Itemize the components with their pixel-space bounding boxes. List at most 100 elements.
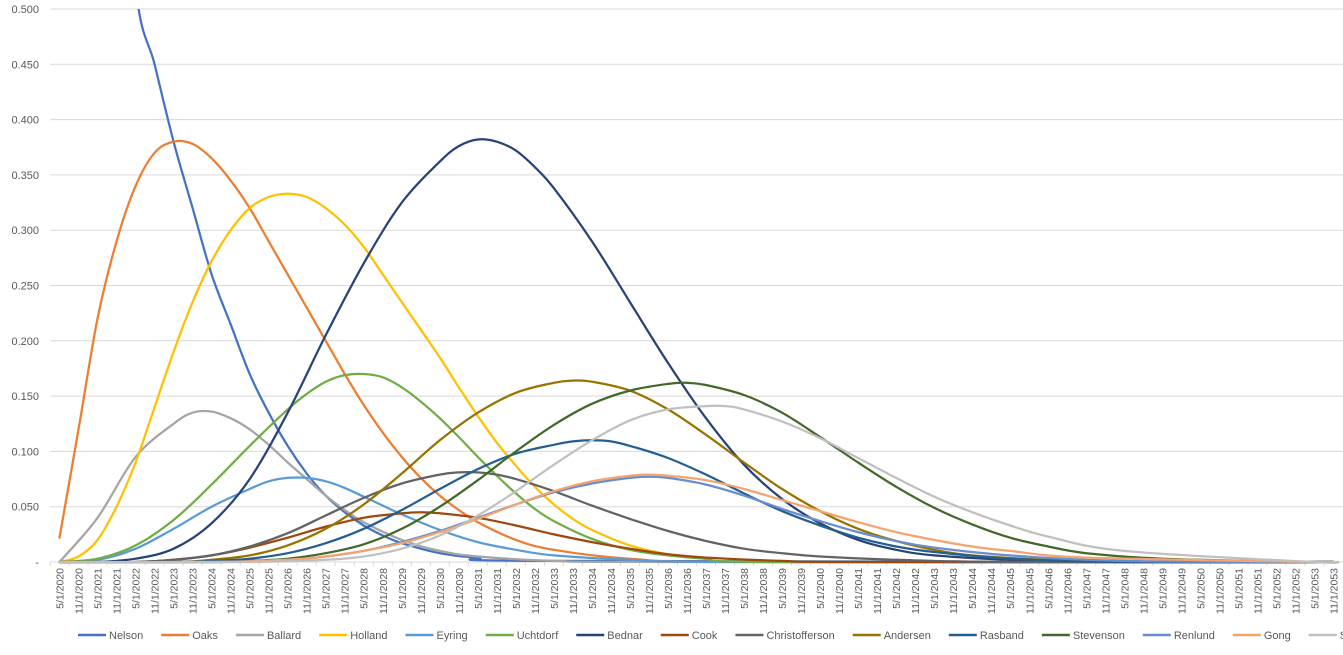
series-line-holland — [58, 192, 1335, 564]
series-line-soares — [58, 404, 1337, 564]
y-tick-label: 0.150 — [11, 391, 39, 403]
x-tick-label: 11/1/2052 — [1290, 568, 1302, 614]
x-tick-label: 11/1/2046 — [1062, 568, 1074, 614]
x-tick-label: 11/1/2044 — [986, 568, 998, 614]
x-tick-label: 11/1/2021 — [112, 568, 124, 614]
x-tick-label: 5/1/2020 — [55, 568, 67, 609]
x-tick-label: 5/1/2042 — [891, 568, 903, 609]
x-tick-label: 11/1/2050 — [1214, 568, 1226, 614]
series-line-eyring — [58, 476, 1335, 564]
x-tick-label: 11/1/2042 — [910, 568, 922, 614]
x-tick-label: 11/1/2034 — [606, 568, 618, 614]
x-tick-label: 5/1/2037 — [701, 568, 713, 609]
legend-item-eyring: Eyring — [405, 630, 468, 642]
y-tick-label: 0.100 — [11, 446, 39, 458]
series-line-ballard — [58, 409, 1335, 564]
x-tick-label: 11/1/2033 — [568, 568, 580, 614]
legend-item-holland: Holland — [319, 630, 388, 642]
x-tick-label: 5/1/2048 — [1119, 568, 1131, 609]
x-tick-label: 5/1/2030 — [435, 568, 447, 609]
series-line-rasband — [58, 439, 1335, 564]
x-tick-label: 11/1/2020 — [74, 568, 86, 614]
x-tick-label: 5/1/2053 — [1309, 568, 1321, 609]
y-tick-label: 0.450 — [11, 59, 39, 71]
y-tick-label: 0.500 — [11, 4, 39, 16]
x-tick-label: 11/1/2030 — [454, 568, 466, 614]
x-tick-label: 11/1/2022 — [150, 568, 162, 614]
x-tick-label: 11/1/2039 — [796, 568, 808, 614]
x-tick-label: 11/1/2028 — [378, 568, 390, 614]
x-tick-label: 11/1/2026 — [302, 568, 314, 614]
x-tick-label: 11/1/2037 — [720, 568, 732, 614]
x-tick-label: 11/1/2047 — [1100, 568, 1112, 614]
x-tick-label: 11/1/2041 — [872, 568, 884, 614]
x-tick-label: 5/1/2052 — [1271, 568, 1283, 609]
x-tick-label: 5/1/2029 — [397, 568, 409, 609]
y-tick-label: 0.300 — [11, 225, 39, 237]
y-tick-label: 0.050 — [11, 502, 39, 514]
x-tick-label: 5/1/2040 — [815, 568, 827, 609]
x-tick-label: 11/1/2045 — [1024, 568, 1036, 614]
x-tick-label: 11/1/2053 — [1328, 568, 1340, 614]
legend-item-andersen: Andersen — [852, 630, 931, 642]
y-tick-label: 0.350 — [11, 170, 39, 182]
x-tick-label: 11/1/2048 — [1138, 568, 1150, 614]
legend-label: Nelson — [109, 630, 143, 642]
x-tick-label: 5/1/2046 — [1043, 568, 1055, 609]
x-tick-label: 11/1/2029 — [416, 568, 428, 614]
x-tick-label: 5/1/2028 — [359, 568, 371, 609]
legend-label: Rasband — [980, 630, 1024, 642]
x-tick-label: 5/1/2021 — [93, 568, 105, 609]
x-tick-label: 11/1/2032 — [530, 568, 542, 614]
gridlines — [50, 8, 1343, 508]
x-tick-label: 5/1/2026 — [283, 568, 295, 609]
legend-item-cook: Cook — [660, 630, 718, 642]
y-axis-ticks: - 0.050 0.100 0.150 0.200 0.250 0.300 0.350 0.40… — [11, 4, 39, 569]
x-tick-label: 11/1/2043 — [948, 568, 960, 614]
legend-label: Soares — [1340, 630, 1343, 642]
x-tick-label: 11/1/2040 — [834, 568, 846, 614]
x-tick-label: 5/1/2025 — [245, 568, 257, 609]
x-tick-label: 5/1/2034 — [587, 568, 599, 609]
x-tick-label: 11/1/2036 — [682, 568, 694, 614]
x-tick-label: 5/1/2051 — [1233, 568, 1245, 609]
legend-item-soares: Soares — [1308, 630, 1343, 642]
x-tick-label: 5/1/2041 — [853, 568, 865, 609]
x-tick-label: 11/1/2031 — [492, 568, 504, 614]
x-tick-label: 11/1/2024 — [226, 568, 238, 614]
legend-item-renlund: Renlund — [1142, 630, 1215, 642]
legend-label: Ballard — [267, 630, 301, 642]
legend-label: Renlund — [1174, 630, 1215, 642]
series-line-nelson — [137, 9, 1335, 564]
series-line-gong — [58, 473, 1340, 564]
x-tick-label: 11/1/2051 — [1252, 568, 1264, 614]
legend-label: Eyring — [437, 630, 468, 642]
legend-item-bednar: Bednar — [576, 630, 643, 642]
x-tick-label: 5/1/2039 — [777, 568, 789, 609]
y-tick-label: 0.400 — [11, 115, 39, 127]
x-tick-label: 11/1/2035 — [644, 568, 656, 614]
x-tick-label: 5/1/2050 — [1195, 568, 1207, 609]
x-tick-label: 11/1/2025 — [264, 568, 276, 614]
x-tick-label: 5/1/2031 — [473, 568, 485, 609]
x-tick-label: 5/1/2032 — [511, 568, 523, 609]
legend-item-gong: Gong — [1232, 630, 1291, 642]
x-tick-label: 5/1/2027 — [321, 568, 333, 609]
legend-label: Oaks — [192, 630, 218, 642]
legend: Nelson Oaks Ballard Holland Eyring Uchtdorf Be… — [78, 630, 1343, 642]
legend-item-ballard: Ballard — [235, 630, 301, 642]
legend-label: Bednar — [607, 630, 643, 642]
x-tick-label: 5/1/2045 — [1005, 568, 1017, 609]
y-tick-label: 0.250 — [11, 281, 39, 293]
x-tick-label: 11/1/2027 — [340, 568, 352, 614]
legend-item-oaks: Oaks — [161, 630, 218, 642]
x-tick-label: 5/1/2035 — [625, 568, 637, 609]
legend-label: Stevenson — [1073, 630, 1125, 642]
y-tick-label: 0.200 — [11, 336, 39, 348]
legend-item-rasband: Rasband — [948, 630, 1024, 642]
legend-label: Gong — [1264, 630, 1291, 642]
legend-item-uchtdorf: Uchtdorf — [485, 630, 559, 642]
series-line-oaks — [58, 139, 1335, 564]
x-tick-label: 5/1/2022 — [131, 568, 143, 609]
